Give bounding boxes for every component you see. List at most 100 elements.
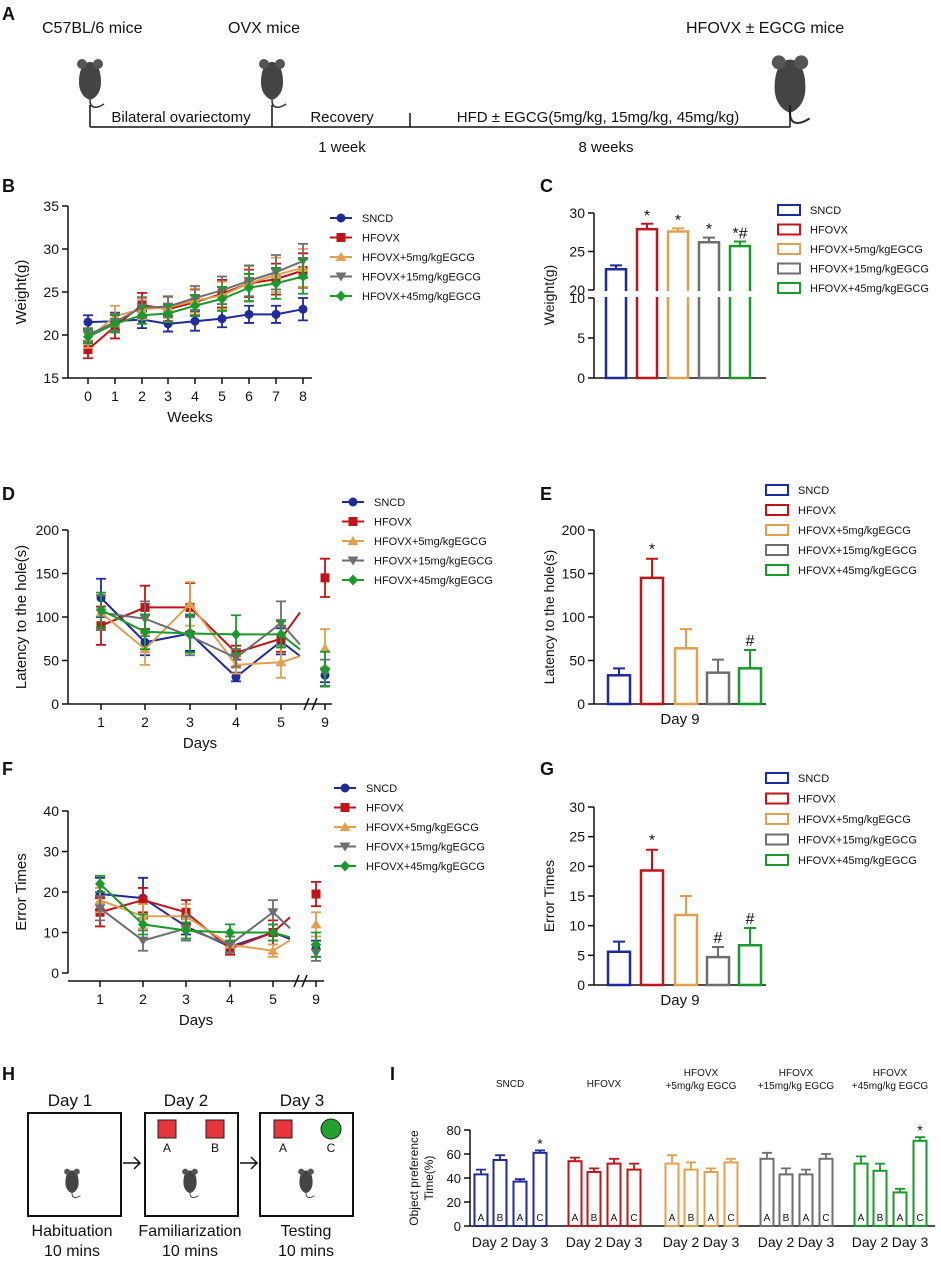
legend-swatch-hfovx xyxy=(765,792,789,805)
x-tick-label-1: 1 xyxy=(111,388,119,404)
legend-label-hfovx-15mg-kgegcg: HFOVX+15mg/kgEGCG xyxy=(362,272,481,284)
x-tick-label-2: 2 xyxy=(139,991,147,1007)
day3-label-sncd: Day 3 xyxy=(512,1234,549,1250)
sig-marker-hfovx-45mg-kgegcg: # xyxy=(746,911,755,928)
legend-swatch-sncd xyxy=(765,772,789,784)
arrow-2 xyxy=(240,1156,259,1170)
point-hfovx-45mg-kgegcg-4 xyxy=(268,927,278,938)
object-c-day3 xyxy=(320,1118,342,1140)
errorbar-hfovx-15mg-kgegcg xyxy=(712,658,724,673)
day2-label-hfovx: Day 2 xyxy=(566,1234,603,1250)
legend-label-hfovx-45mg-kgegcg: HFOVX+45mg/kgEGCG xyxy=(798,565,917,577)
point-hfovx-45mg-kgegcg-3 xyxy=(225,927,235,938)
bar-letter-hfovx-45mg-kg-egcg-2: A xyxy=(897,1213,904,1224)
y-axis-title: Weight(g) xyxy=(541,265,557,325)
point-sncd-8 xyxy=(298,304,308,314)
label-hfovx-egcg-mice: HFOVX ± EGCG mice xyxy=(686,20,844,37)
x-tick-label-9: 9 xyxy=(312,991,320,1007)
group-header-hfovx-45mg-kg-egcg-line1: HFOVX xyxy=(873,1068,908,1079)
y-tick-label-20: 20 xyxy=(569,858,585,874)
bar-letter-hfovx-15mg-kg-egcg-1: B xyxy=(783,1213,790,1224)
legend-label-hfovx-5mg-kgegcg: HFOVX+5mg/kgEGCG xyxy=(810,244,923,256)
point-hfovx-0 xyxy=(83,345,93,355)
legend-label-sncd: SNCD xyxy=(810,205,841,217)
arrow-1 xyxy=(123,1156,142,1170)
errorbar-hfovx-45mg-kg-egcg-2 xyxy=(895,1187,905,1193)
bar-letter-sncd-1: B xyxy=(497,1213,504,1224)
y-tick-label-0: 0 xyxy=(51,696,59,712)
point-sncd-4 xyxy=(190,316,200,326)
y-tick-label-0: 0 xyxy=(577,696,585,712)
chart-d-latency-line: 0 50 100 150 200 1 2 3 4 5 9 Days Latency to the hol… xyxy=(13,497,493,752)
legend-swatch-hfovx-5mg-kgegcg xyxy=(765,524,789,536)
legend-marker-hfovx-45mg-kgegcg xyxy=(348,574,358,586)
y-axis-title: Latency to the hole(s) xyxy=(13,545,30,689)
group-header-hfovx-15mg-kg-egcg-line2: +15mg/kg EGCG xyxy=(758,1081,835,1092)
y-tick-label-80: 80 xyxy=(447,1123,461,1138)
bar-hfovx-5mg-kgegcg xyxy=(666,230,690,380)
caption-time-1: 10 mins xyxy=(44,1243,100,1260)
x-tick-label-5: 5 xyxy=(218,388,226,404)
x-tick-label-2: 2 xyxy=(141,714,149,730)
legend-marker-hfovx-5mg-kgegcg xyxy=(335,252,347,261)
point-hfovx-45mg-kgegcg-3 xyxy=(231,628,241,640)
point-hfovx-45mg-kgegcg-4 xyxy=(276,628,286,640)
sig-marker-hfovx-5mg-kgegcg: * xyxy=(675,212,681,229)
legend-label-hfovx-45mg-kgegcg: HFOVX+45mg/kgEGCG xyxy=(366,861,485,873)
mouse-icon-ovx xyxy=(258,58,287,109)
point-hfovx-45mg-kgegcg-0 xyxy=(96,604,106,616)
point-hfovx-45mg-kgegcg-2 xyxy=(137,309,147,321)
day1-label: Day 1 xyxy=(48,1091,92,1110)
point-hfovx-15mg-kgegcg-0 xyxy=(94,904,106,914)
legend-label-hfovx-5mg-kgegcg: HFOVX+5mg/kgEGCG xyxy=(798,525,911,537)
object-label-a3: A xyxy=(279,1141,287,1155)
legend-label-hfovx-5mg-kgegcg: HFOVX+5mg/kgEGCG xyxy=(374,536,487,548)
y-tick-label-20: 20 xyxy=(43,884,59,900)
bar-hfovx-15mg-kgegcg xyxy=(697,241,721,380)
label-c57bl6-mice: C57BL/6 mice xyxy=(42,20,143,37)
group-header-hfovx: HFOVX xyxy=(587,1079,622,1090)
legend-swatch-hfovx-5mg-kgegcg xyxy=(765,813,789,825)
point-hfovx-45mg-kgegcg-8 xyxy=(298,271,308,283)
legend-label-sncd: SNCD xyxy=(798,485,829,497)
caption-testing: Testing xyxy=(281,1223,332,1240)
chart-b-weight-line: 15 20 25 30 35 0 1 2 3 4 5 6 7 8 Weeks Weight(g) SNCD HFO… xyxy=(13,198,481,426)
day2-label-hfovx-5mg-kg-egcg: Day 2 xyxy=(663,1234,700,1250)
bar-hfovx-45mg-kgegcg xyxy=(737,943,763,987)
y-tick-label-30: 30 xyxy=(569,799,585,815)
x-axis-title: Days xyxy=(183,735,217,752)
errorbar-hfovx xyxy=(646,557,658,578)
y-tick-label-10: 10 xyxy=(569,290,585,306)
bar-letter-hfovx-5mg-kg-egcg-2: A xyxy=(708,1213,715,1224)
group-header-hfovx-5mg-kg-egcg-line1: HFOVX xyxy=(684,1068,719,1079)
bar-letter-hfovx-5mg-kg-egcg-1: B xyxy=(688,1213,695,1224)
errorbar-hfovx-45mg-kgegcg xyxy=(744,927,756,946)
series-line-sncd xyxy=(100,597,326,679)
y-tick-label-25: 25 xyxy=(569,244,585,260)
legend-label-sncd: SNCD xyxy=(362,213,393,225)
legend-swatch-hfovx-15mg-kgegcg xyxy=(765,544,789,556)
object-label-a2: A xyxy=(163,1141,171,1155)
day2-label-sncd: Day 2 xyxy=(472,1234,509,1250)
legend-label-hfovx: HFOVX xyxy=(362,233,401,245)
bar-hfovx xyxy=(635,227,659,380)
errorbar-sncd xyxy=(610,264,622,270)
y-tick-label-200: 200 xyxy=(36,522,60,538)
point-hfovx-5mg-kgegcg-5 xyxy=(319,643,331,653)
errorbar-sncd-2 xyxy=(515,1178,525,1182)
y-axis-title-line1: Object preference xyxy=(407,1130,421,1226)
legend-swatch-hfovx-45mg-kgegcg xyxy=(765,564,789,576)
chart-g-error-bar: 0 5 10 15 20 25 30 * # # Day 9 Error Times SNCD HFOVX… xyxy=(541,772,917,1009)
y-tick-label-25: 25 xyxy=(43,284,59,300)
x-tick-label-9: 9 xyxy=(321,714,329,730)
mouse-icon-arena3 xyxy=(297,1168,315,1199)
legend-label-sncd: SNCD xyxy=(798,773,829,785)
mouse-icon-arena1 xyxy=(63,1168,81,1199)
legend-swatch-hfovx-15mg-kgegcg xyxy=(765,833,789,846)
object-a-day3 xyxy=(273,1119,293,1139)
x-axis-title: Days xyxy=(179,1012,213,1029)
point-hfovx-45mg-kgegcg-6 xyxy=(244,282,254,294)
y-tick-label-0: 0 xyxy=(454,1219,461,1234)
axis-break-mark-2 xyxy=(301,974,308,988)
legend-swatch-sncd xyxy=(765,484,789,496)
